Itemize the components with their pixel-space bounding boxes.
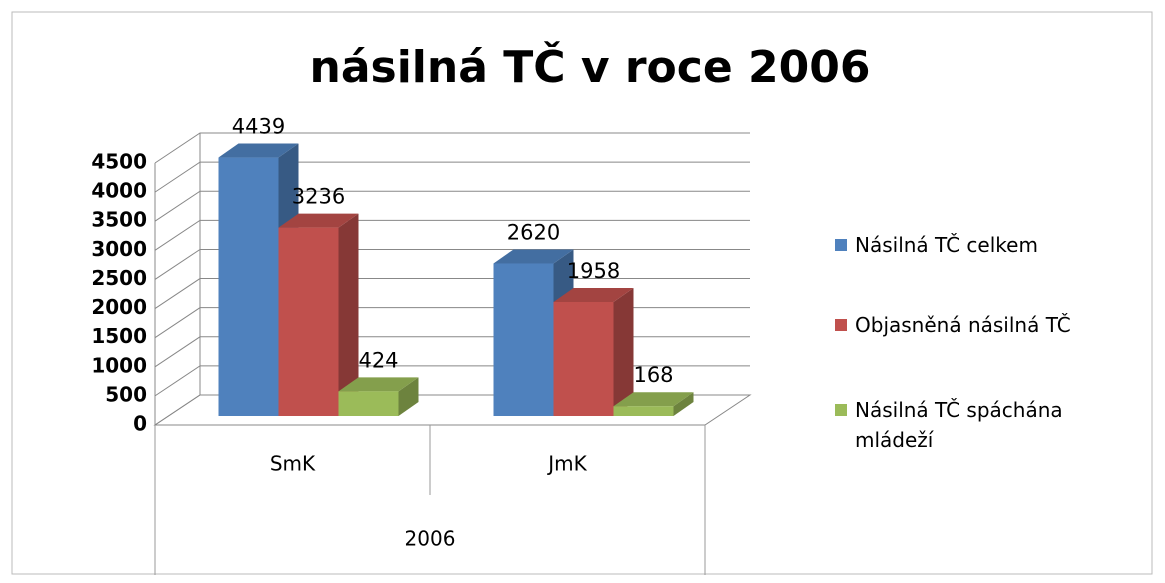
y-tick-label: 2500 <box>91 266 147 290</box>
data-label: 2620 <box>507 220 560 244</box>
bar-top <box>613 392 694 407</box>
legend-label: Objasněná násilná TČ <box>855 313 1071 337</box>
y-tick-label: 4000 <box>91 179 147 203</box>
bar-side <box>673 392 694 416</box>
bar-side <box>613 288 634 416</box>
bar-side <box>398 377 419 416</box>
y-tick-label: 3000 <box>91 237 147 261</box>
legend-item: Násilná TČ celkem <box>835 230 1135 260</box>
grid-line <box>154 190 750 222</box>
bar <box>613 406 674 416</box>
x-tick-label: SmK <box>270 452 316 476</box>
y-tick-label: 0 <box>133 412 147 436</box>
y-tick-label: 3500 <box>91 208 147 232</box>
data-label: 168 <box>633 363 673 387</box>
data-label: 424 <box>358 348 398 372</box>
legend-item: Násilná TČ spáchána mládeží <box>835 395 1135 455</box>
y-tick-label: 1000 <box>91 353 147 377</box>
bar <box>553 302 614 416</box>
y-tick-label: 2000 <box>91 295 147 319</box>
x-axis-label: 2006 <box>405 527 456 551</box>
grid-line <box>154 219 750 251</box>
y-tick-label: 500 <box>105 382 147 406</box>
legend-swatch <box>835 319 847 331</box>
bar <box>338 391 399 416</box>
legend-label: Násilná TČ celkem <box>855 233 1038 257</box>
data-label: 3236 <box>292 185 345 209</box>
bar-top <box>493 249 574 264</box>
bar <box>278 227 339 416</box>
legend-item: Objasněná násilná TČ <box>835 310 1135 340</box>
bar <box>218 157 279 416</box>
grid-line <box>154 161 750 193</box>
grid-line <box>154 248 750 280</box>
legend-label: Násilná TČ spáchána mládeží <box>855 398 1063 452</box>
bar-top <box>553 288 634 303</box>
chart-title: násilná TČ v roce 2006 <box>310 40 871 93</box>
x-tick-label: JmK <box>546 452 587 476</box>
bar <box>493 263 554 416</box>
data-label: 1958 <box>567 259 620 283</box>
y-tick-label: 1500 <box>91 324 147 348</box>
bar-top <box>278 213 359 228</box>
legend-swatch <box>835 239 847 251</box>
bar-side <box>338 213 359 416</box>
y-tick-label: 4500 <box>91 150 147 174</box>
grid-line <box>154 132 750 164</box>
bar-top <box>338 377 419 392</box>
data-label: 4439 <box>232 115 285 139</box>
bar-top <box>218 143 299 158</box>
legend-swatch <box>835 404 847 416</box>
